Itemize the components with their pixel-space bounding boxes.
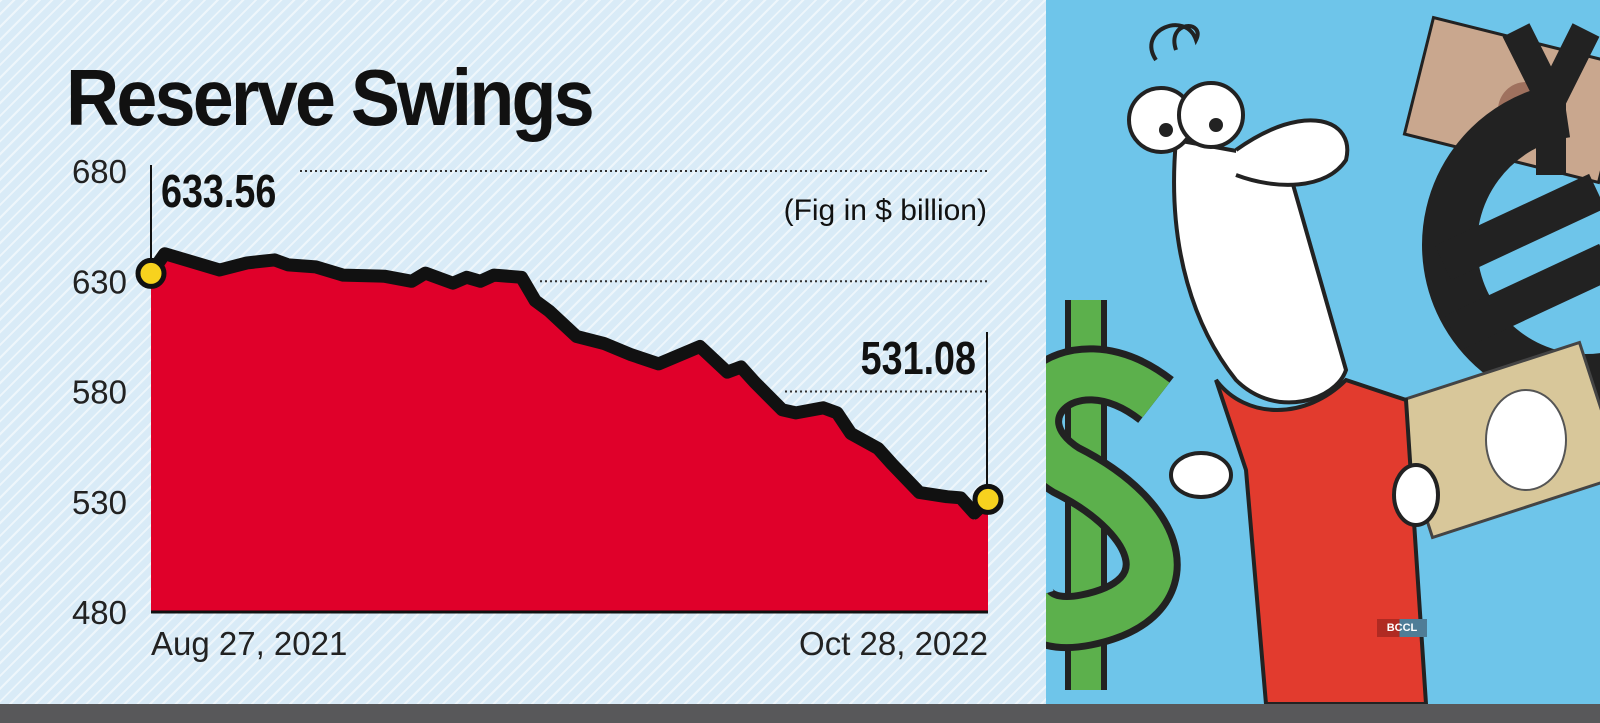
yen-sign-icon <box>1502 23 1600 175</box>
cartoon-man-icon <box>1127 23 1440 704</box>
dollar-sign-icon <box>1046 300 1181 690</box>
bottom-band <box>0 704 1600 723</box>
watermark: BCCL <box>1377 619 1427 637</box>
grid-lines <box>300 170 988 393</box>
annotation-label: 531.08 <box>861 332 976 383</box>
annotation-label: 633.56 <box>161 165 276 216</box>
illustration <box>1046 0 1600 704</box>
banknote-icon <box>1387 340 1600 540</box>
x-axis-ticks: Aug 27, 2021 Oct 28, 2022 <box>151 625 988 662</box>
endpoint-marker <box>972 483 1004 515</box>
y-tick-label: 480 <box>72 594 127 631</box>
cartoon-illustration <box>1046 15 1600 704</box>
series-area <box>151 253 988 612</box>
y-tick-label: 530 <box>72 484 127 521</box>
endpoint-marker <box>135 257 167 289</box>
x-tick-label: Oct 28, 2022 <box>799 625 988 662</box>
area-chart: 680 630 580 530 480 633.56 531.08 Aug 27, 202… <box>72 153 1004 662</box>
chart-title: Reserve Swings <box>66 53 595 142</box>
y-tick-label: 580 <box>72 374 127 411</box>
y-tick-label: 630 <box>72 263 127 300</box>
chart-panel: Reserve Swings 680 630 580 530 480 633.56 531… <box>0 0 1046 704</box>
unit-note: (Fig in $ billion) <box>784 194 987 227</box>
x-tick-label: Aug 27, 2021 <box>151 625 347 662</box>
annotations: 633.56 531.08 <box>135 165 1004 515</box>
y-axis-ticks: 680 630 580 530 480 <box>72 153 127 631</box>
y-tick-label: 680 <box>72 153 127 190</box>
series-line <box>145 247 993 520</box>
